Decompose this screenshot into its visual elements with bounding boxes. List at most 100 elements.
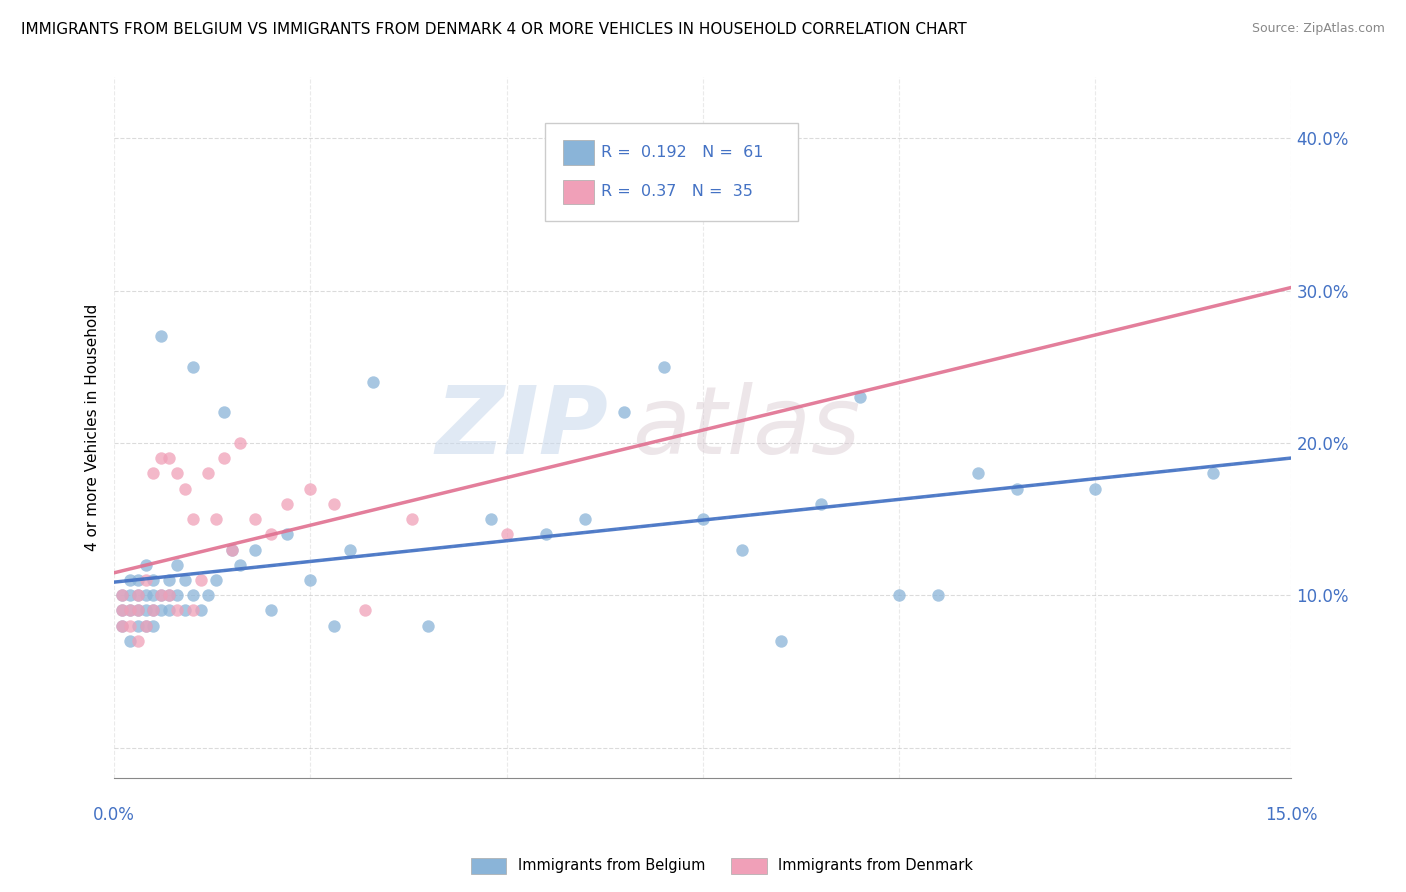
Point (245, 542, 267, 557)
Point (1202, 467, 1225, 481)
Point (142, 603, 165, 617)
Point (135, 603, 157, 617)
Point (323, 497, 346, 511)
Point (142, 573, 165, 587)
Point (354, 603, 377, 617)
Point (111, 618, 134, 632)
Point (181, 588, 204, 602)
Point (339, 542, 361, 557)
Point (142, 467, 165, 481)
Point (731, 542, 754, 557)
Point (221, 542, 243, 557)
Point (190, 603, 212, 617)
Point (157, 573, 180, 587)
Text: R =  0.192   N =  61: R = 0.192 N = 61 (600, 145, 763, 161)
Point (212, 405, 235, 419)
Point (692, 512, 714, 526)
Point (118, 588, 141, 602)
Point (361, 375, 384, 389)
Point (111, 618, 134, 632)
Point (166, 588, 188, 602)
Point (418, 618, 440, 632)
Point (299, 573, 322, 587)
Point (118, 618, 141, 632)
Point (150, 588, 173, 602)
Point (150, 603, 173, 617)
Point (166, 467, 188, 481)
Point (299, 482, 322, 496)
Point (276, 497, 298, 511)
Point (173, 482, 195, 496)
Point (260, 603, 283, 617)
Point (118, 634, 141, 648)
Y-axis label: 4 or more Vehicles in Household: 4 or more Vehicles in Household (86, 304, 100, 551)
Point (135, 618, 157, 632)
Text: IMMIGRANTS FROM BELGIUM VS IMMIGRANTS FROM DENMARK 4 OR MORE VEHICLES IN HOUSEHO: IMMIGRANTS FROM BELGIUM VS IMMIGRANTS FR… (21, 22, 967, 37)
Point (181, 603, 204, 617)
Point (181, 359, 204, 374)
Point (1084, 482, 1107, 496)
Point (276, 527, 298, 541)
Point (127, 573, 149, 587)
Point (111, 603, 134, 617)
Point (495, 527, 517, 541)
Point (221, 542, 243, 557)
Point (197, 588, 219, 602)
Point (1005, 482, 1028, 496)
Point (142, 588, 165, 602)
Text: Source: ZipAtlas.com: Source: ZipAtlas.com (1251, 22, 1385, 36)
Point (142, 618, 165, 632)
Point (205, 573, 228, 587)
Point (652, 359, 675, 374)
Point (135, 558, 157, 572)
Point (150, 588, 173, 602)
Point (260, 527, 283, 541)
Point (534, 527, 557, 541)
Point (574, 512, 596, 526)
Point (135, 588, 157, 602)
Point (212, 451, 235, 466)
Point (150, 451, 173, 466)
Point (229, 558, 252, 572)
Point (197, 467, 219, 481)
Point (127, 618, 149, 632)
Point (142, 603, 165, 617)
Point (166, 558, 188, 572)
Text: atlas: atlas (633, 383, 860, 474)
Point (157, 588, 180, 602)
Point (205, 512, 228, 526)
Point (135, 573, 157, 587)
Point (849, 390, 872, 404)
Point (150, 329, 173, 343)
Text: ZIP: ZIP (436, 382, 609, 474)
Point (479, 512, 502, 526)
Text: R =  0.37   N =  35: R = 0.37 N = 35 (600, 185, 752, 200)
Text: Immigrants from Denmark: Immigrants from Denmark (778, 858, 973, 872)
Point (127, 603, 149, 617)
Text: 0.0%: 0.0% (93, 806, 135, 824)
Point (127, 588, 149, 602)
Point (245, 512, 267, 526)
Point (770, 634, 793, 648)
Point (166, 603, 188, 617)
Point (810, 497, 832, 511)
Point (127, 588, 149, 602)
Point (173, 603, 195, 617)
Point (229, 436, 252, 450)
Point (111, 603, 134, 617)
Point (173, 573, 195, 587)
Point (118, 603, 141, 617)
Point (157, 451, 180, 466)
Point (127, 603, 149, 617)
Point (927, 588, 949, 602)
Text: 15.0%: 15.0% (1265, 806, 1317, 824)
Point (111, 588, 134, 602)
Point (135, 618, 157, 632)
Point (401, 512, 423, 526)
Point (118, 603, 141, 617)
Point (118, 573, 141, 587)
Point (323, 618, 346, 632)
Point (966, 467, 988, 481)
Point (887, 588, 910, 602)
Point (157, 588, 180, 602)
